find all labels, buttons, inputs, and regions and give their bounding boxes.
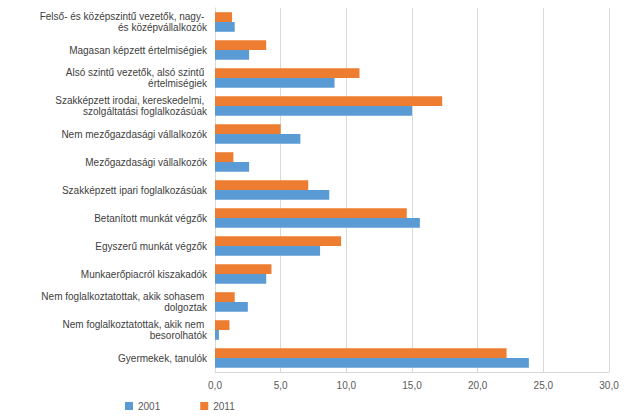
svg-text:dolgoztak: dolgoztak <box>164 302 208 313</box>
svg-text:Szakképzett ipari foglalkozású: Szakképzett ipari foglalkozásúak <box>62 185 208 196</box>
svg-text:értelmiségiek: értelmiségiek <box>148 78 208 89</box>
svg-text:Szakképzett irodai, kereskedel: Szakképzett irodai, kereskedelmi, <box>55 95 207 106</box>
svg-text:és középvállalkozók: és középvállalkozók <box>118 22 208 33</box>
svg-text:Mezőgazdasági vállalkozók: Mezőgazdasági vállalkozók <box>85 157 208 168</box>
svg-text:2001: 2001 <box>138 401 161 412</box>
svg-text:Munkaerőpiacról kiszakadók: Munkaerőpiacról kiszakadók <box>81 269 208 280</box>
svg-text:10,0: 10,0 <box>337 380 357 391</box>
svg-text:2011: 2011 <box>213 401 235 412</box>
svg-text:20,0: 20,0 <box>468 380 488 391</box>
svg-text:Nem foglalkoztatottak, akik ne: Nem foglalkoztatottak, akik nem <box>62 319 207 330</box>
svg-text:Egyszerű munkát végzők: Egyszerű munkát végzők <box>95 241 208 252</box>
svg-text:Nem foglalkoztatottak, akik so: Nem foglalkoztatottak, akik sohasem <box>41 291 207 302</box>
svg-text:besorolhatók: besorolhatók <box>150 330 208 341</box>
svg-text:Gyermekek, tanulók: Gyermekek, tanulók <box>118 353 208 364</box>
svg-text:Nem mezőgazdasági vállalkozók: Nem mezőgazdasági vállalkozók <box>61 129 208 140</box>
svg-text:Magasan képzett értelmiségiek: Magasan képzett értelmiségiek <box>69 45 208 56</box>
svg-text:5,0: 5,0 <box>274 380 288 391</box>
svg-text:Betanított munkát végzők: Betanított munkát végzők <box>94 213 208 224</box>
svg-text:Felső- és középszintű vezetők,: Felső- és középszintű vezetők, nagy- <box>40 11 207 22</box>
svg-text:15,0: 15,0 <box>402 380 422 391</box>
svg-text:Alsó szintű vezetők, alsó szin: Alsó szintű vezetők, alsó szintű <box>66 67 207 78</box>
svg-text:0,0: 0,0 <box>208 380 222 391</box>
svg-text:25,0: 25,0 <box>534 380 554 391</box>
svg-text:szolgáltatási foglalkozásúak: szolgáltatási foglalkozásúak <box>83 106 208 117</box>
svg-text:30,0: 30,0 <box>599 380 619 391</box>
